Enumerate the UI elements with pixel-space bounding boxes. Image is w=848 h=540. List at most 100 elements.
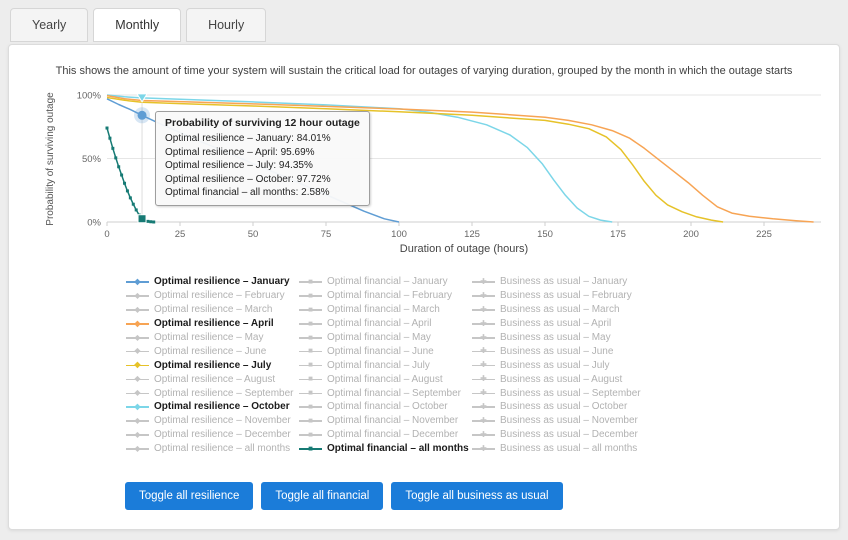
cross-marker-icon: ✚ [471,319,496,329]
cross-marker-icon: ✚ [471,305,496,315]
tooltip-line: Optimal financial – all months: 2.58% [165,187,330,198]
legend-label: Business as usual – September [500,387,641,399]
x-tick-label: 25 [175,229,186,240]
diamond-marker-icon: ◆ [125,319,150,329]
legend-item[interactable]: ◆ Optimal resilience – October [125,400,298,414]
x-tick-label: 0 [104,229,109,240]
legend-item[interactable]: ✚ Business as usual – March [471,303,644,317]
legend-label: Optimal financial – all months [327,443,469,455]
square-marker-icon: ■ [298,444,323,454]
series-point-marker [114,156,118,160]
legend-item[interactable]: ■ Optimal financial – June [298,344,471,358]
legend-label: Optimal resilience – August [154,373,276,385]
legend-item[interactable]: ■ Optimal financial – August [298,372,471,386]
cross-marker-icon: ✚ [471,333,496,343]
diamond-marker-icon: ◆ [125,388,150,398]
legend-item[interactable]: ◆ Optimal resilience – February [125,289,298,303]
diamond-marker-icon: ◆ [125,416,150,426]
legend-label: Optimal financial – November [327,415,459,427]
legend-item[interactable]: ✚ Business as usual – June [471,344,644,358]
highlight-point-square [137,214,147,224]
series-line-fin-all [106,127,154,223]
legend-item[interactable]: ◆ Optimal resilience – December [125,428,298,442]
legend-label: Optimal financial – July [327,359,430,371]
x-tick-label: 150 [537,229,553,240]
legend-label: Optimal financial – January [327,276,448,288]
legend-item[interactable]: ■ Optimal financial – September [298,386,471,400]
legend-item[interactable]: ◆ Optimal resilience – July [125,358,298,372]
legend-item[interactable]: ✚ Business as usual – May [471,331,644,345]
legend-item[interactable]: ■ Optimal financial – July [298,358,471,372]
legend-item[interactable]: ◆ Optimal resilience – April [125,317,298,331]
legend-item[interactable]: ✚ Business as usual – November [471,414,644,428]
series-line-res-october [106,94,613,223]
legend-label: Optimal financial – September [327,387,461,399]
chart-description: This shows the amount of time your syste… [55,65,793,77]
toggle-all-business-as-usual-button[interactable]: Toggle all business as usual [391,481,563,510]
legend-label: Optimal resilience – May [154,332,264,343]
legend-item[interactable]: ✚ Business as usual – September [471,386,644,400]
legend-label: Optimal financial – March [327,304,440,316]
legend-item[interactable]: ■ Optimal financial – November [298,414,471,428]
legend-item[interactable]: ■ Optimal financial – January [298,275,471,289]
legend-item[interactable]: ■ Optimal financial – February [298,289,471,303]
diamond-marker-icon: ◆ [125,374,150,384]
legend-label: Optimal financial – December [327,429,459,441]
legend: ◆ Optimal resilience – January ◆ Optimal re… [125,275,823,456]
legend-item[interactable]: ◆ Optimal resilience – January [125,275,298,289]
legend-item[interactable]: ■ Optimal financial – October [298,400,471,414]
legend-label: Business as usual – April [500,318,612,330]
legend-item[interactable]: ✚ Business as usual – July [471,358,644,372]
legend-label: Business as usual – March [500,304,620,316]
legend-item[interactable]: ◆ Optimal resilience – November [125,414,298,428]
legend-item[interactable]: ✚ Business as usual – February [471,289,644,303]
legend-label: Optimal financial – February [327,290,453,302]
legend-item[interactable]: ◆ Optimal resilience – September [125,386,298,400]
tooltip-line: Optimal resilience – October: 97.72% [165,173,331,185]
legend-item[interactable]: ✚ Business as usual – April [471,317,644,331]
tab-hourly[interactable]: Hourly [186,8,267,42]
series-point-marker [120,173,124,177]
square-marker-icon: ■ [298,346,323,356]
series-point-marker [123,181,127,185]
cross-marker-icon: ✚ [471,277,496,287]
series-point-marker [149,220,153,224]
square-marker-icon: ■ [298,291,323,301]
y-tick-label: 100% [77,91,102,102]
legend-item[interactable]: ■ Optimal financial – December [298,428,471,442]
legend-label: Optimal resilience – January [154,276,290,288]
series-point-marker [134,208,138,212]
legend-label: Business as usual – May [500,332,611,343]
legend-item[interactable]: ■ Optimal financial – May [298,331,471,345]
legend-item[interactable]: ✚ Business as usual – January [471,275,644,289]
tab-monthly[interactable]: Monthly [93,8,182,42]
legend-item[interactable]: ✚ Business as usual – October [471,400,644,414]
chart-svg[interactable]: 0% 50% 100% 0 25 50 75 100 125 150 175 200 225 Durati… [71,87,833,257]
legend-item[interactable]: ✚ Business as usual – December [471,428,644,442]
x-tick-label: 200 [683,229,699,240]
legend-item[interactable]: ■ Optimal financial – March [298,303,471,317]
tab-yearly[interactable]: Yearly [10,8,89,42]
legend-label: Business as usual – January [500,276,628,288]
legend-item[interactable]: ✚ Business as usual – all months [471,442,644,456]
legend-label: Optimal financial – August [327,373,443,385]
y-tick-label: 0% [87,218,101,229]
legend-column: ◆ Optimal resilience – January ◆ Optimal re… [125,275,298,456]
series-point-marker [146,219,150,223]
toggle-all-resilience-button[interactable]: Toggle all resilience [125,481,254,510]
legend-item[interactable]: ◆ Optimal resilience – March [125,303,298,317]
legend-label: Optimal resilience – all months [154,443,291,455]
y-tick-label: 50% [82,154,102,165]
legend-label: Business as usual – November [500,415,638,427]
series-point-marker [128,196,132,200]
legend-item[interactable]: ◆ Optimal resilience – June [125,344,298,358]
legend-item[interactable]: ◆ Optimal resilience – August [125,372,298,386]
legend-item[interactable]: ◆ Optimal resilience – all months [125,442,298,456]
legend-item[interactable]: ■ Optimal financial – April [298,317,471,331]
legend-item[interactable]: ✚ Business as usual – August [471,372,644,386]
legend-item[interactable]: ■ Optimal financial – all months [298,442,471,456]
square-marker-icon: ■ [298,277,323,287]
toggle-all-financial-button[interactable]: Toggle all financial [261,481,384,510]
tooltip-lines: Optimal resilience – January: 84.01% Opti… [165,132,360,200]
legend-item[interactable]: ◆ Optimal resilience – May [125,331,298,345]
